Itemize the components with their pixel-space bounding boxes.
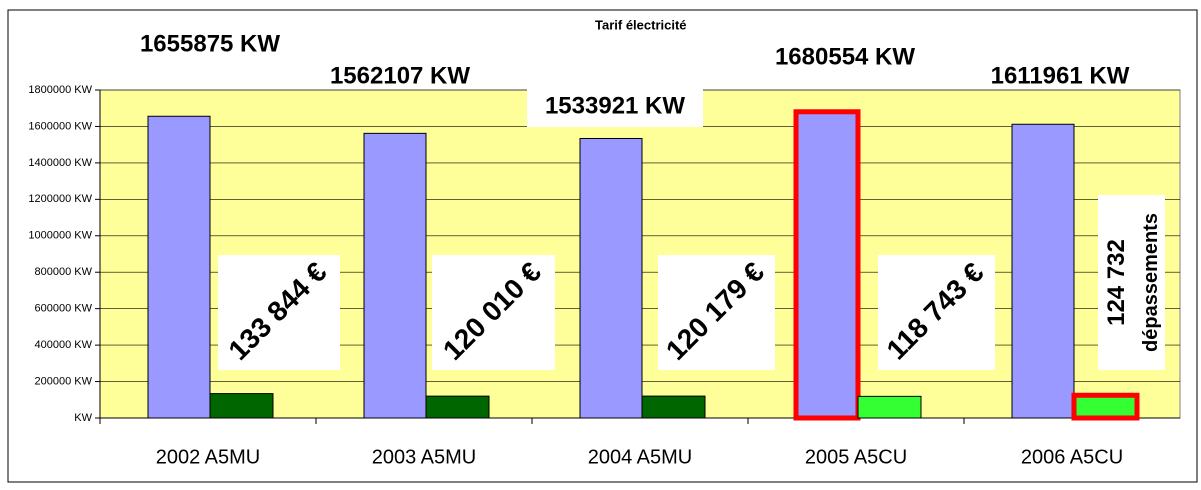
label-box bbox=[432, 255, 555, 370]
data-label: 1680554 KW bbox=[775, 43, 915, 70]
bar bbox=[425, 395, 490, 419]
data-label: 124 732 bbox=[1103, 239, 1130, 326]
bar bbox=[793, 109, 861, 421]
y-tick-label: 1400000 KW bbox=[28, 157, 92, 169]
bar bbox=[579, 137, 643, 419]
y-tick-label: KW bbox=[74, 412, 92, 424]
label-box bbox=[878, 255, 995, 370]
data-label: 1611961 KW bbox=[991, 62, 1130, 89]
data-label: 1562107 KW bbox=[330, 62, 470, 89]
x-tick-label: 2003 A5MU bbox=[372, 446, 477, 468]
x-tick-label: 2005 A5CU bbox=[805, 446, 907, 468]
x-tick-label: 2004 A5MU bbox=[588, 446, 693, 468]
bar bbox=[641, 395, 706, 419]
y-tick-label: 1800000 KW bbox=[28, 84, 92, 96]
y-tick-label: 600000 KW bbox=[35, 303, 93, 315]
label-box bbox=[1098, 195, 1165, 370]
y-tick-label: 200000 KW bbox=[35, 375, 93, 387]
y-tick-label: 400000 KW bbox=[35, 339, 93, 351]
y-tick-label: 1000000 KW bbox=[28, 230, 92, 242]
label-box bbox=[218, 255, 340, 370]
bar bbox=[363, 132, 427, 419]
bar bbox=[1071, 392, 1140, 421]
y-tick-label: 800000 KW bbox=[35, 266, 93, 278]
data-label: 1655875 KW bbox=[140, 30, 280, 57]
label-box bbox=[658, 255, 775, 370]
x-tick-label: 2006 A5CU bbox=[1021, 446, 1123, 468]
data-label: 1533921 KW bbox=[545, 92, 685, 119]
title-box bbox=[460, 11, 760, 39]
y-tick-label: 1600000 KW bbox=[28, 120, 92, 132]
bar bbox=[1011, 123, 1075, 419]
bar bbox=[147, 115, 211, 419]
y-tick-label: 1200000 KW bbox=[28, 193, 92, 205]
bar bbox=[209, 393, 274, 419]
bar bbox=[857, 395, 922, 419]
label-box bbox=[527, 87, 703, 127]
chart-title: Tarif électricité bbox=[595, 17, 687, 32]
annotation: dépassements bbox=[1140, 213, 1162, 352]
x-tick-label: 2002 A5MU bbox=[156, 446, 261, 468]
